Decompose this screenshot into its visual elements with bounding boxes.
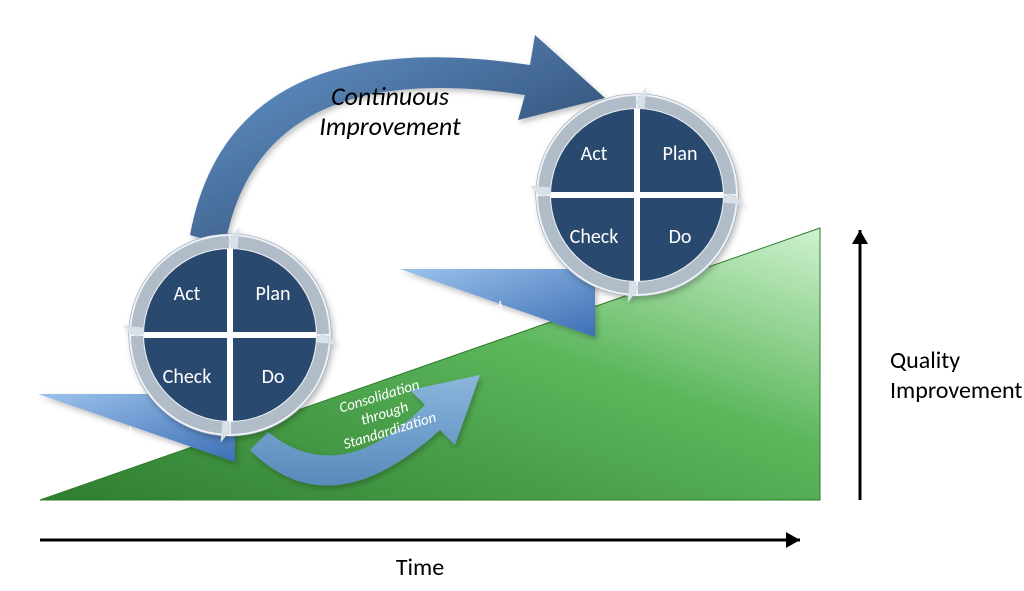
svg-text:Plan: Plan — [662, 142, 697, 166]
svg-text:Time: Time — [396, 553, 444, 582]
standard-wedge-1-label: Standard — [74, 423, 136, 458]
ci-label-1: Continuous — [331, 80, 449, 112]
svg-text:Check: Check — [163, 365, 212, 389]
pdca-diagram: Standard Standard Consolidation through … — [0, 0, 1024, 591]
svg-text:Act: Act — [581, 142, 608, 166]
svg-text:Plan: Plan — [255, 282, 290, 306]
x-axis: Time — [40, 532, 800, 582]
svg-text:Check: Check — [570, 225, 619, 249]
ci-label-2: Improvement — [319, 110, 461, 142]
svg-text:Do: Do — [262, 365, 285, 389]
svg-text:Do: Do — [669, 225, 692, 249]
standard-wedge-2-label: Standard — [444, 298, 506, 333]
svg-text:Act: Act — [174, 282, 201, 306]
y-axis: Quality Improvement — [852, 230, 1022, 500]
svg-text:Improvement: Improvement — [890, 376, 1022, 405]
svg-text:Quality: Quality — [890, 346, 960, 375]
